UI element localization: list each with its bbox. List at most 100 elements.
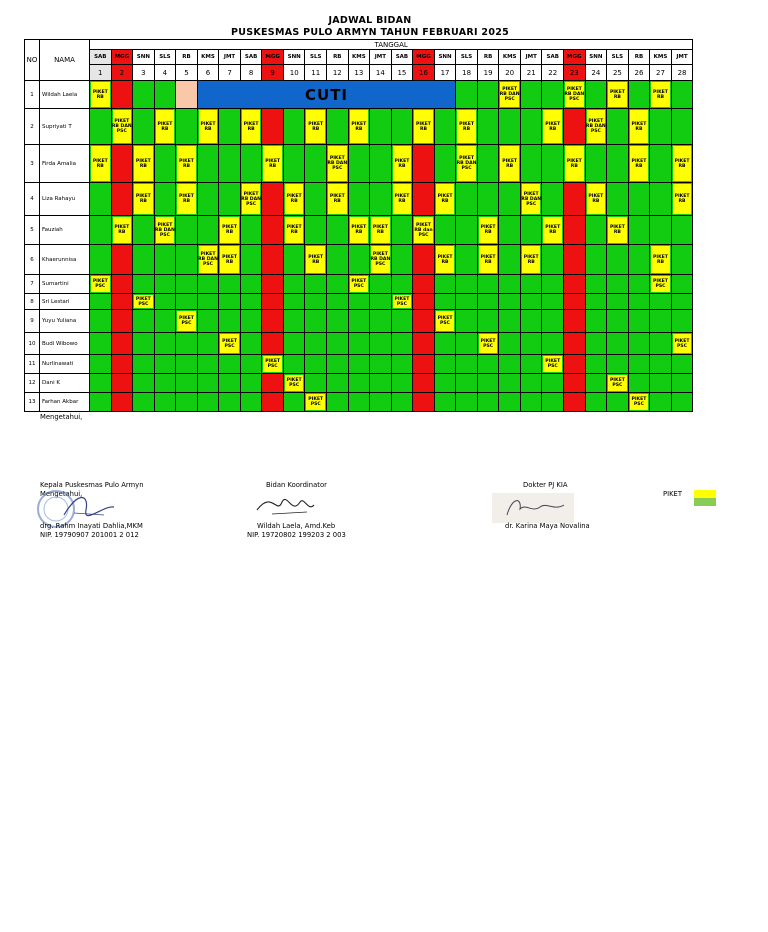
duty-cell: [196, 332, 220, 355]
duty-cell: [476, 108, 500, 145]
sunday-cell: [563, 215, 586, 245]
col-nama-header: NAMA: [39, 39, 90, 81]
duty-cell: [132, 309, 155, 333]
date-header: 17: [433, 64, 457, 81]
duty-cell: [519, 293, 543, 310]
date-header: 2: [110, 64, 134, 81]
duty-cell: [175, 354, 198, 374]
date-header: 5: [175, 64, 198, 81]
duty-cell: [390, 392, 414, 412]
duty-cell: [347, 309, 371, 333]
duty-cell: [347, 373, 371, 393]
duty-cell: [218, 373, 241, 393]
sunday-cell: [412, 144, 435, 183]
piket-cell: PIKET RB: [390, 182, 414, 216]
piket-cell: PIKET RB: [584, 182, 608, 216]
duty-cell: [541, 373, 565, 393]
duty-cell: [455, 274, 478, 294]
date-header: 6: [196, 64, 220, 81]
row-number: 12: [24, 373, 40, 393]
dokter-title: Dokter PJ KIA: [523, 481, 568, 489]
duty-cell: [153, 182, 177, 216]
duty-cell: [239, 274, 263, 294]
duty-cell: [541, 80, 565, 109]
duty-cell: [476, 274, 500, 294]
staff-row: 11 Nurlinawati PIKET PSC PIKET PSC: [24, 354, 694, 374]
date-header: 7: [218, 64, 241, 81]
day-header: MGG: [261, 49, 284, 65]
legend-label: PIKET: [663, 490, 683, 498]
duty-cell: [89, 373, 112, 393]
date-header: 14: [369, 64, 392, 81]
staff-name: Sumartini: [39, 274, 90, 294]
date-header: 11: [304, 64, 328, 81]
day-header: KMS: [347, 49, 371, 65]
piket-cell: PIKET RB: [326, 182, 349, 216]
staff-row: 6 Khaerunnisa PIKET RB DAN PSC PIKET RB PIKE…: [24, 244, 694, 275]
duty-cell: [390, 108, 414, 145]
duty-cell: [627, 274, 651, 294]
staff-row: 4 Liza Rahayu PIKET RB PIKET RB PIKET RB DAN…: [24, 182, 694, 216]
piket-cell: PIKET RB: [89, 144, 112, 183]
cuti-block: CUTI: [196, 80, 457, 109]
duty-cell: [541, 244, 565, 275]
duty-cell: [132, 244, 155, 275]
sunday-cell: [412, 373, 435, 393]
date-header: 1: [89, 64, 112, 81]
duty-cell: [606, 274, 629, 294]
sunday-cell: [412, 392, 435, 412]
day-header: SNN: [282, 49, 306, 65]
duty-cell: [132, 392, 155, 412]
duty-cell: [584, 392, 608, 412]
duty-cell: [282, 144, 306, 183]
staff-name: Firda Amalia: [39, 144, 90, 183]
piket-cell: PIKET RB: [89, 80, 112, 109]
duty-cell: [326, 108, 349, 145]
duty-cell: [175, 108, 198, 145]
piket-cell: PIKET PSC: [476, 332, 500, 355]
duty-cell: [347, 293, 371, 310]
duty-cell: [153, 354, 177, 374]
duty-cell: [606, 392, 629, 412]
sunday-cell: [261, 274, 284, 294]
duty-cell: [541, 182, 565, 216]
duty-cell: [476, 373, 500, 393]
duty-cell: [196, 293, 220, 310]
koordinator-nip: NIP. 19720802 199203 2 003: [247, 531, 346, 539]
date-header: 21: [519, 64, 543, 81]
duty-cell: [476, 392, 500, 412]
duty-cell: [433, 332, 457, 355]
day-header: SAB: [89, 49, 112, 65]
staff-name: Farhan Akbar: [39, 392, 90, 412]
date-header: 4: [153, 64, 177, 81]
day-header: JMT: [519, 49, 543, 65]
col-no-header: NO: [24, 39, 40, 81]
sunday-cell: [563, 392, 586, 412]
sunday-cell: [110, 293, 134, 310]
duty-cell: [541, 293, 565, 310]
sunday-cell: [110, 332, 134, 355]
piket-cell: PIKET RB: [476, 215, 500, 245]
mengetahui-label: Mengetahui,: [40, 413, 83, 421]
duty-cell: [476, 144, 500, 183]
row-number: 5: [24, 215, 40, 245]
duty-cell: [132, 332, 155, 355]
duty-cell: [196, 354, 220, 374]
duty-cell: [326, 354, 349, 374]
duty-cell: [627, 309, 651, 333]
piket-cell: PIKET RB DAN PSC: [584, 108, 608, 145]
duty-cell: [476, 354, 500, 374]
day-header: KMS: [649, 49, 672, 65]
sunday-cell: [563, 293, 586, 310]
piket-cell: PIKET PSC: [390, 293, 414, 310]
koordinator-signature: [256, 499, 315, 515]
duty-cell: [541, 144, 565, 183]
stamp-signature: [37, 490, 115, 528]
date-header: 19: [476, 64, 500, 81]
duty-cell: [153, 274, 177, 294]
duty-cell: [196, 144, 220, 183]
duty-cell: [153, 293, 177, 310]
duty-cell: [498, 244, 521, 275]
sunday-cell: [110, 373, 134, 393]
duty-cell: [433, 373, 457, 393]
